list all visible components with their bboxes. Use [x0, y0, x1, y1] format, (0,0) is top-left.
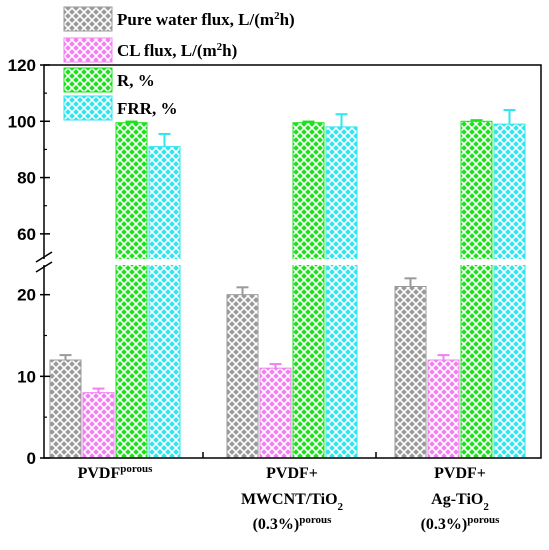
bar: [427, 359, 460, 459]
legend-entry: Pure water flux, L/(m2h): [63, 6, 295, 32]
error-bar: [236, 286, 249, 295]
bar: [49, 359, 82, 459]
bar: [115, 122, 148, 459]
x-category-label: PVDFporous: [78, 463, 154, 482]
error-bar: [404, 277, 417, 287]
error-bar: [125, 120, 138, 123]
y-tick-label: 10: [17, 367, 36, 386]
bar: [82, 392, 115, 459]
error-bar: [437, 354, 450, 360]
legend-swatch: [63, 37, 113, 63]
bar: [460, 120, 493, 459]
legend-swatch: [63, 67, 113, 93]
axes-layer: 0 10 20 60 80 100 120: [8, 56, 542, 468]
bar: [292, 122, 325, 459]
bar: [148, 146, 181, 459]
bar: [394, 286, 427, 459]
y-tick-label: 0: [27, 449, 36, 468]
y-tick-label: 20: [17, 286, 36, 305]
y-tick-label: 100: [8, 112, 36, 131]
legend-entry: CL flux, L/(m2h): [63, 37, 237, 63]
error-bar: [335, 113, 348, 127]
y-tick-label: 80: [17, 169, 36, 188]
error-bar: [158, 132, 171, 147]
category-labels: PVDFporous PVDF+MWCNT/TiO2(0.3%)porousPVD…: [78, 463, 501, 533]
legend-swatch: [63, 6, 113, 32]
axis-break-gap: [45, 259, 540, 265]
legend-swatch: [63, 95, 113, 121]
bars-layer: [45, 109, 540, 459]
error-bar: [59, 354, 72, 360]
bar: [226, 294, 259, 459]
x-category-label: PVDF+: [434, 465, 486, 482]
legend-entry: R, %: [63, 67, 155, 93]
axis-break-marks: [35, 251, 53, 273]
y-tick-label: 60: [17, 225, 36, 244]
legend: Pure water flux, L/(m2h) CL flux, L/(m2h)…: [63, 6, 295, 121]
error-bar: [269, 363, 282, 369]
bar: [493, 123, 526, 459]
legend-label: CL flux, L/(m2h): [117, 41, 237, 60]
x-category-label: PVDF+: [266, 465, 318, 482]
bar: [259, 367, 292, 459]
x-category-label: MWCNT/TiO2: [241, 491, 344, 513]
bar: [325, 126, 358, 459]
x-category-label: (0.3%)porous: [253, 514, 333, 533]
error-bar: [470, 119, 483, 122]
legend-label: Pure water flux, L/(m2h): [117, 10, 295, 29]
error-bar: [302, 120, 315, 123]
error-bar: [92, 387, 105, 393]
legend-label: FRR, %: [117, 99, 177, 118]
legend-entry: FRR, %: [63, 95, 177, 121]
x-category-label: (0.3%)porous: [421, 514, 501, 533]
y-tick-label: 120: [8, 56, 36, 75]
legend-label: R, %: [117, 71, 155, 90]
x-category-label: Ag-TiO2: [431, 491, 489, 513]
error-bar: [503, 109, 516, 125]
